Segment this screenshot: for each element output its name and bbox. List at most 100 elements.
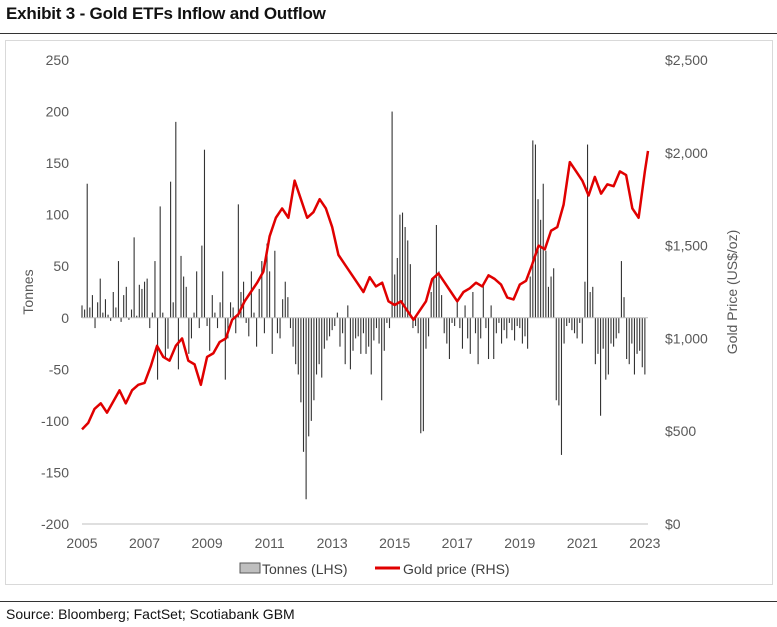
etf-flow-bar xyxy=(456,299,458,318)
etf-flow-bar xyxy=(618,317,620,334)
etf-flow-bar xyxy=(295,317,297,365)
y-right-tick-label: $1,500 xyxy=(665,238,708,254)
etf-flow-bar xyxy=(631,317,633,344)
legend-bar-swatch xyxy=(239,562,261,574)
etf-flow-bar xyxy=(243,281,245,318)
etf-flow-bar xyxy=(237,204,239,318)
etf-flow-bar xyxy=(222,271,224,318)
etf-flow-bar xyxy=(589,292,591,318)
x-tick-labels: 2005 2007 2009 2011 2013 2015 2017 2019 2021 2023 xyxy=(66,535,660,551)
etf-flow-bar xyxy=(274,250,276,318)
etf-flow-bar xyxy=(315,317,318,375)
x-tick-label: 2011 xyxy=(255,535,285,551)
etf-flow-bar xyxy=(143,281,146,318)
etf-flow-bar xyxy=(123,295,125,318)
title-rule xyxy=(0,33,777,34)
y-right-tick-labels: $2,500 $2,000 $1,500 $1,000 $500 $0 xyxy=(665,52,708,532)
etf-flow-bar xyxy=(91,295,93,318)
etf-flow-bar xyxy=(451,317,453,323)
etf-flow-bar xyxy=(636,317,638,354)
etf-flow-bar xyxy=(482,284,484,318)
etf-flow-bar xyxy=(149,317,151,329)
x-tick-label: 2009 xyxy=(192,535,223,551)
etf-flow-bar xyxy=(396,257,398,318)
etf-flow-bar xyxy=(196,271,198,318)
etf-flow-bar xyxy=(224,317,226,380)
etf-flow-bar xyxy=(133,237,135,318)
etf-flow-bar xyxy=(394,274,396,318)
etf-flow-bar xyxy=(428,317,430,337)
y-right-tick-label: $1,000 xyxy=(665,330,708,346)
etf-flow-bar xyxy=(600,317,602,416)
etf-flow-bar xyxy=(373,317,375,341)
etf-flow-bar xyxy=(519,317,521,329)
etf-flow-bar xyxy=(527,317,529,349)
etf-flow-bar xyxy=(117,261,120,318)
etf-flow-bar xyxy=(493,317,495,360)
etf-flow-bar xyxy=(253,312,255,318)
etf-flow-bar xyxy=(167,317,169,349)
etf-flow-bar xyxy=(537,199,539,318)
x-tick-label: 2013 xyxy=(317,535,348,551)
etf-flow-bar xyxy=(198,317,200,329)
etf-flow-bar xyxy=(433,278,435,318)
etf-flow-bar xyxy=(461,317,464,349)
etf-flow-bar xyxy=(352,317,354,351)
etf-flow-bar xyxy=(323,317,325,349)
etf-flow-bar xyxy=(415,317,417,327)
etf-flow-bar xyxy=(446,317,448,344)
etf-flow-bar xyxy=(300,317,302,403)
etf-flow-bar xyxy=(190,317,192,339)
y-left-tick-label: 150 xyxy=(46,155,70,171)
etf-flow-bar xyxy=(206,317,208,327)
etf-flow-bar xyxy=(172,302,174,318)
etf-flow-bar xyxy=(258,288,260,318)
etf-flow-bar xyxy=(164,317,166,360)
etf-flow-bar xyxy=(378,317,380,344)
y-left-tick-label: 0 xyxy=(61,310,69,326)
etf-flow-bar xyxy=(219,302,221,318)
etf-flow-bar xyxy=(115,307,117,318)
etf-flow-bar xyxy=(104,299,106,318)
y-right-tick-label: $0 xyxy=(665,516,681,532)
etf-flow-bar xyxy=(435,224,437,318)
etf-flow-bar xyxy=(136,315,138,318)
etf-flow-bar xyxy=(271,317,273,354)
etf-flow-bar xyxy=(240,292,242,318)
etf-flow-bar xyxy=(474,317,477,334)
etf-flow-bar xyxy=(391,111,393,318)
etf-flow-bar xyxy=(407,240,409,318)
etf-flow-bar xyxy=(282,299,284,318)
etf-flow-bar xyxy=(110,317,112,321)
etf-flow-bar xyxy=(430,292,432,318)
etf-flow-bar xyxy=(334,317,336,327)
etf-flow-bar xyxy=(138,284,140,318)
etf-flow-bar xyxy=(516,317,518,327)
etf-flow-bar xyxy=(644,317,646,375)
etf-flow-bar xyxy=(503,317,505,331)
etf-flow-bar xyxy=(250,271,252,318)
etf-flow-bar xyxy=(545,250,547,318)
etf-flow-bar xyxy=(112,292,114,318)
etf-flow-bar xyxy=(529,276,531,318)
etf-flow-bar xyxy=(506,317,508,339)
etf-flow-bar xyxy=(305,317,307,500)
etf-flow-bar xyxy=(180,255,182,318)
etf-flow-bar xyxy=(558,317,560,406)
source-rule xyxy=(0,601,777,602)
y-left-tick-label: -100 xyxy=(41,413,69,429)
x-tick-label: 2021 xyxy=(567,535,598,551)
etf-flow-bar xyxy=(193,312,195,318)
etf-flow-bar xyxy=(534,144,536,318)
etf-flow-bar xyxy=(422,317,424,432)
etf-flow-bar xyxy=(480,317,482,339)
gold-price-line xyxy=(81,150,650,431)
etf-flow-bar xyxy=(566,317,568,327)
etf-flow-bar xyxy=(329,317,331,337)
etf-flow-bar xyxy=(469,317,471,354)
etf-flow-bar xyxy=(425,317,427,349)
etf-flow-bar xyxy=(594,317,596,365)
etf-flow-bar xyxy=(227,317,229,339)
etf-flow-bar xyxy=(331,317,333,331)
etf-flow-bar xyxy=(99,278,101,318)
